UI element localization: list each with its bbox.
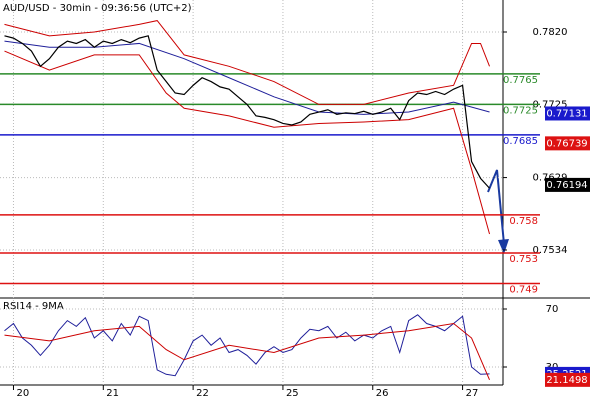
level-label: 0.7725 xyxy=(503,105,538,116)
price-tag xyxy=(545,177,590,192)
lower-band xyxy=(4,50,491,235)
level-label: 0.758 xyxy=(509,216,538,227)
x-tick-label: 27 xyxy=(466,388,479,399)
x-tick-label: 22 xyxy=(196,388,209,399)
rsi-line xyxy=(4,314,490,377)
arrow-head xyxy=(498,239,509,254)
price-tag-label: 0.76739 xyxy=(546,138,587,149)
y-tick-label: 0.7725 xyxy=(533,99,568,110)
price-line xyxy=(4,35,490,189)
upper-band xyxy=(4,20,490,105)
y-tick-label: 70 xyxy=(546,304,559,315)
moving-average xyxy=(4,40,490,115)
price-tag xyxy=(545,372,590,387)
chart-title: AUD/USD - 30min - 09:36:56 (UTC+2) xyxy=(3,3,192,14)
price-tag xyxy=(545,136,590,151)
price-tag-label: 0.76194 xyxy=(546,180,587,191)
x-tick-label: 25 xyxy=(286,388,299,399)
x-tick-label: 26 xyxy=(376,388,389,399)
level-label: 0.749 xyxy=(509,285,538,296)
level-label: 0.7685 xyxy=(503,136,538,147)
rsi-title: RSI14 - 9MA xyxy=(3,301,64,312)
x-tick-label: 21 xyxy=(106,388,119,399)
y-tick-label: 0.7820 xyxy=(533,27,568,38)
price-tag-label: 21.1498 xyxy=(546,375,587,386)
level-label: 0.753 xyxy=(509,254,538,265)
y-tick-label: 0.7534 xyxy=(533,245,568,256)
forecast-arrow xyxy=(487,169,505,245)
rsi-ma xyxy=(4,322,490,381)
price-tag-label: 0.77131 xyxy=(546,108,587,119)
level-label: 0.7765 xyxy=(503,75,538,86)
x-tick-label: 20 xyxy=(16,388,29,399)
price-tag xyxy=(545,106,590,121)
